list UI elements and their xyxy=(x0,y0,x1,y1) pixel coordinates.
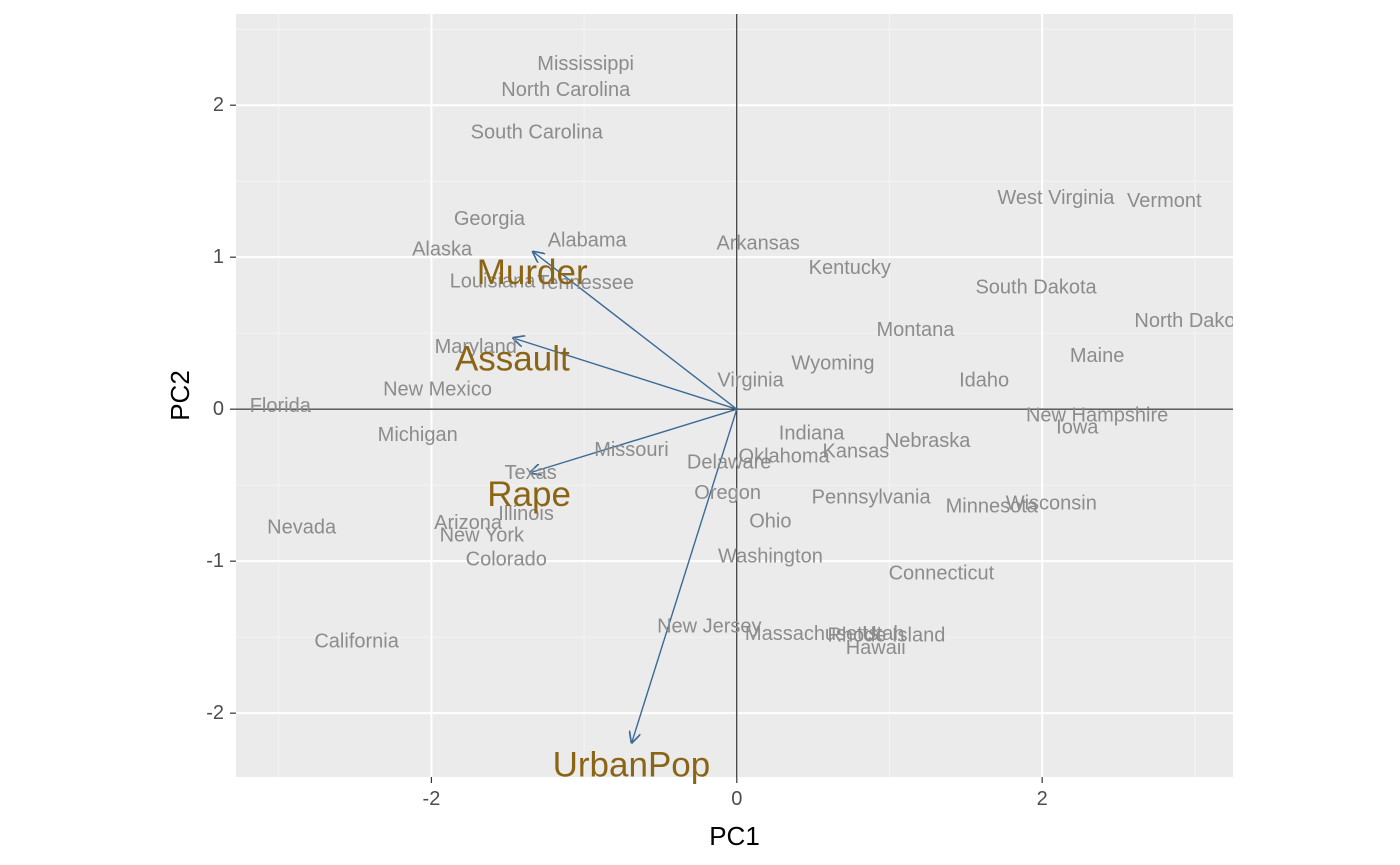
y-axis-title: PC2 xyxy=(165,370,195,421)
y-tick-label: -2 xyxy=(206,702,224,724)
state-label: Montana xyxy=(877,319,956,341)
y-tick-label: -1 xyxy=(206,550,224,572)
variable-label-murder: Murder xyxy=(477,253,588,292)
state-label: New Hampshire xyxy=(1026,404,1168,426)
state-label: Wisconsin xyxy=(1006,492,1097,514)
state-label: Kansas xyxy=(823,441,890,463)
state-label: Arkansas xyxy=(716,233,799,255)
state-label: Vermont xyxy=(1127,190,1202,212)
loading-arrow-urbanpop xyxy=(631,408,738,743)
state-label: North Dakota xyxy=(1134,310,1253,332)
variable-label-urbanpop: UrbanPop xyxy=(553,745,711,784)
state-label: Florida xyxy=(250,395,312,417)
state-labels: Mississippi North Carolina South Carolina G… xyxy=(250,53,1253,659)
state-label: New Mexico xyxy=(383,378,492,400)
state-label: Maine xyxy=(1070,345,1124,367)
loading-arrow-assault xyxy=(512,338,738,410)
y-tick-label: 2 xyxy=(213,94,224,116)
x-tick-label: -2 xyxy=(423,788,441,810)
state-label: Idaho xyxy=(959,369,1009,391)
state-label: New York xyxy=(440,524,525,546)
state-label: Alabama xyxy=(548,229,628,251)
minor-gridlines xyxy=(236,14,1233,777)
state-label: Kentucky xyxy=(809,257,891,279)
state-label: Indiana xyxy=(779,422,845,444)
state-label: Michigan xyxy=(378,424,458,446)
state-label: Illinois xyxy=(498,503,554,525)
state-label: Minnesota xyxy=(946,495,1039,517)
state-label: Colorado xyxy=(466,549,547,571)
state-label: Maryland xyxy=(435,336,517,358)
x-axis-title: PC1 xyxy=(709,821,760,851)
state-label: West Virginia xyxy=(997,187,1115,209)
state-label: South Carolina xyxy=(471,122,604,144)
state-label: Rhode Island xyxy=(827,625,945,647)
state-label: North Carolina xyxy=(501,79,631,101)
loading-arrow-murder xyxy=(532,251,738,410)
state-label: New Jersey xyxy=(657,616,761,638)
y-tick-label: 0 xyxy=(213,398,224,420)
state-label: Oregon xyxy=(694,482,761,504)
state-label: Virginia xyxy=(717,369,784,391)
state-label: South Dakota xyxy=(975,277,1097,299)
state-label: Utah xyxy=(862,623,904,645)
state-label: Texas xyxy=(505,462,557,484)
state-label: Alaska xyxy=(412,239,473,261)
state-label: Massachusetts xyxy=(745,623,878,645)
state-label: Missouri xyxy=(594,439,668,461)
state-label: Hawaii xyxy=(846,637,906,659)
state-label: Washington xyxy=(718,546,823,568)
axis-tick-labels: -2 0 2 -2 -1 0 1 2 xyxy=(206,94,1048,810)
state-label: Connecticut xyxy=(889,562,995,584)
state-label: Louisiana xyxy=(450,271,537,293)
variable-label-rape: Rape xyxy=(487,475,571,514)
x-tick-label: 2 xyxy=(1037,788,1048,810)
state-label: Arizona xyxy=(434,512,503,534)
plot-panel xyxy=(236,14,1233,777)
state-label: Mississippi xyxy=(537,53,634,75)
y-tick-label: 1 xyxy=(213,246,224,268)
variable-labels: Murder Assault Rape UrbanPop xyxy=(455,253,710,784)
state-label: Ohio xyxy=(749,511,791,533)
axis-ticks xyxy=(230,104,1043,783)
state-label: Pennsylvania xyxy=(812,486,932,508)
state-label: Georgia xyxy=(454,208,526,230)
x-tick-label: 0 xyxy=(731,788,742,810)
state-label: Nevada xyxy=(267,517,337,539)
state-label: Wyoming xyxy=(791,353,874,375)
variable-label-assault: Assault xyxy=(455,340,570,379)
state-label: California xyxy=(314,631,399,653)
loading-arrows xyxy=(512,251,738,743)
loading-arrow-rape xyxy=(529,408,737,473)
state-label: Oklahoma xyxy=(739,445,831,467)
state-label: Iowa xyxy=(1056,416,1099,438)
state-label: Delaware xyxy=(687,451,771,473)
state-label: Nebraska xyxy=(885,430,971,452)
state-label: Tennessee xyxy=(537,272,634,294)
